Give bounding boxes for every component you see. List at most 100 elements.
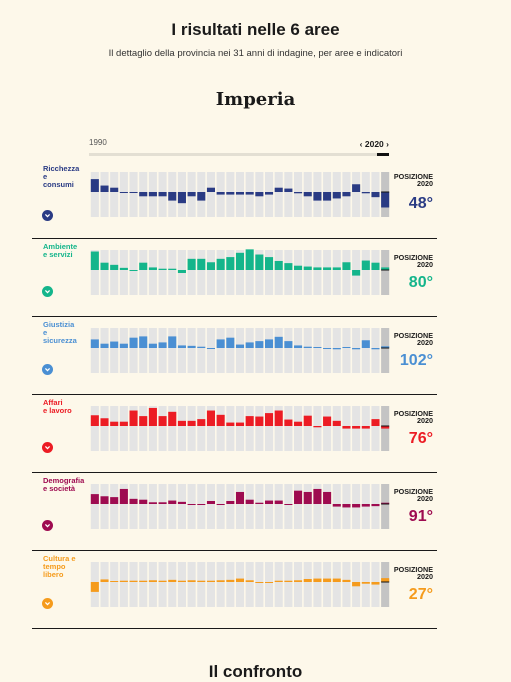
data-bar[interactable] [226,500,235,504]
data-bar[interactable] [342,192,351,197]
data-bar[interactable] [294,265,303,270]
chevron-left-icon[interactable]: ‹ [359,139,363,149]
chevron-right-icon[interactable]: › [386,139,389,149]
data-bar[interactable] [361,192,370,194]
year-column[interactable] [216,562,225,607]
expand-chevron-icon[interactable] [42,210,53,221]
data-bar[interactable] [187,258,196,270]
data-bar[interactable] [119,488,128,504]
year-column[interactable] [139,250,148,295]
data-bar[interactable] [90,582,99,592]
data-bar[interactable] [381,192,390,208]
data-bar[interactable] [158,342,167,348]
data-bar[interactable] [294,421,303,426]
data-bar[interactable] [226,579,235,582]
year-column[interactable] [294,250,303,295]
year-column[interactable] [216,250,225,295]
data-bar[interactable] [197,192,206,201]
data-bar[interactable] [206,348,216,349]
data-bar[interactable] [361,426,370,429]
data-bar[interactable] [187,504,196,505]
data-bar[interactable] [139,499,148,504]
year-column[interactable] [197,484,206,529]
data-bar[interactable] [177,580,186,582]
year-column[interactable] [284,562,293,607]
year-column[interactable] [381,484,390,529]
data-bar[interactable] [129,270,138,271]
year-column[interactable] [332,406,341,451]
data-bar[interactable] [342,262,351,270]
data-bar[interactable] [197,580,206,582]
year-column[interactable] [255,328,264,373]
year-column[interactable] [139,562,148,607]
year-column[interactable] [119,406,128,451]
data-bar[interactable] [245,249,254,270]
data-bar[interactable] [264,257,274,270]
data-bar[interactable] [226,257,235,270]
year-column[interactable] [235,484,245,529]
year-column[interactable] [100,406,109,451]
data-bar[interactable] [100,579,109,582]
data-bar[interactable] [264,413,274,426]
data-bar[interactable] [197,258,206,270]
data-bar[interactable] [187,420,196,426]
year-column[interactable] [139,484,148,529]
year-column[interactable] [284,172,293,217]
year-column[interactable] [294,406,303,451]
expand-chevron-icon[interactable] [42,442,53,453]
year-column[interactable] [245,562,254,607]
data-bar[interactable] [158,192,167,197]
data-bar[interactable] [245,416,254,426]
data-bar[interactable] [90,251,99,270]
year-column[interactable] [264,406,274,451]
data-bar[interactable] [100,418,109,426]
year-column[interactable] [197,250,206,295]
data-bar[interactable] [313,488,322,504]
year-column[interactable] [100,328,109,373]
year-column[interactable] [187,562,196,607]
data-bar[interactable] [216,339,225,348]
year-column[interactable] [255,250,264,295]
data-bar[interactable] [323,578,332,582]
expand-chevron-icon[interactable] [42,364,53,375]
year-column[interactable] [129,406,138,451]
data-bar[interactable] [332,192,341,199]
data-bar[interactable] [303,266,312,270]
data-bar[interactable] [323,491,332,504]
data-bar[interactable] [100,262,109,270]
data-bar[interactable] [168,579,177,582]
year-column[interactable] [264,562,274,607]
year-column[interactable] [100,562,109,607]
data-bar[interactable] [313,347,322,348]
year-column[interactable] [90,406,99,451]
data-bar[interactable] [381,502,390,504]
year-column[interactable] [168,562,177,607]
data-bar[interactable] [371,582,380,585]
year-column[interactable] [206,328,216,373]
data-bar[interactable] [235,192,245,195]
year-column[interactable] [119,328,128,373]
year-column[interactable] [158,328,167,373]
data-bar[interactable] [129,192,138,193]
data-bar[interactable] [100,496,109,504]
year-column[interactable] [148,406,157,451]
data-bar[interactable] [206,262,216,270]
year-column[interactable] [342,250,351,295]
data-bar[interactable] [332,420,341,426]
year-column[interactable] [129,562,138,607]
data-bar[interactable] [177,345,186,348]
data-bar[interactable] [294,490,303,504]
data-bar[interactable] [284,263,293,270]
data-bar[interactable] [139,192,148,197]
year-column[interactable] [100,484,109,529]
data-bar[interactable] [177,420,186,426]
data-bar[interactable] [274,336,283,348]
year-column[interactable] [342,328,351,373]
year-column[interactable] [158,562,167,607]
data-bar[interactable] [255,582,264,583]
year-column[interactable] [323,562,332,607]
year-column[interactable] [206,484,216,529]
data-bar[interactable] [323,416,332,426]
year-column[interactable] [284,484,293,529]
year-column[interactable] [381,250,390,295]
